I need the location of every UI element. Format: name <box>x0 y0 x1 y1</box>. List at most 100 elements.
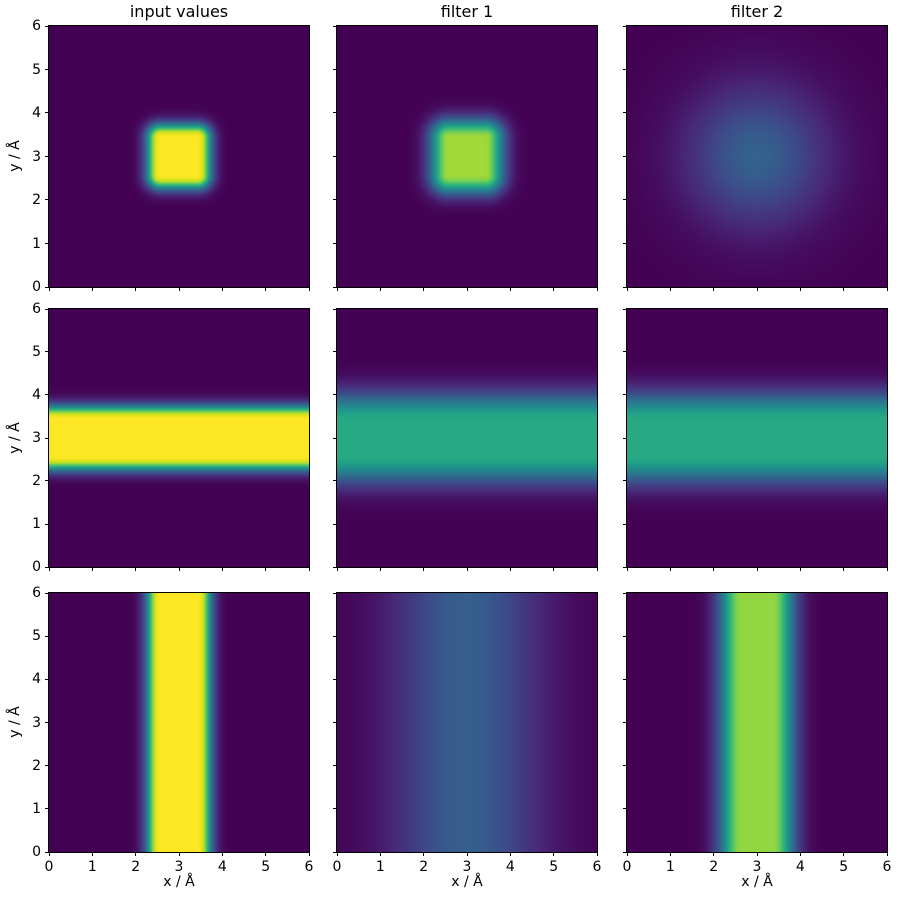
x-tick-mark <box>265 852 267 856</box>
x-tick-label: 2 <box>131 859 141 875</box>
x-tick-mark <box>886 567 888 571</box>
y-tick-label: 0 <box>32 279 41 295</box>
y-tick-mark <box>623 765 627 767</box>
x-tick-mark <box>756 567 758 571</box>
x-tick-mark <box>886 287 888 291</box>
x-tick-mark <box>669 287 671 291</box>
y-tick-mark <box>333 808 337 810</box>
x-tick-mark <box>756 287 758 291</box>
x-tick-mark <box>221 287 223 291</box>
y-tick-label: 3 <box>32 430 41 446</box>
y-tick-mark <box>45 765 49 767</box>
x-tick-label: 3 <box>462 859 472 875</box>
x-tick-mark <box>379 567 381 571</box>
x-tick-mark <box>843 287 845 291</box>
y-tick-mark <box>333 199 337 201</box>
y-tick-mark <box>45 851 49 853</box>
x-axis-label: x / Å <box>451 874 483 890</box>
x-tick-mark <box>466 852 468 856</box>
x-tick-mark <box>626 287 628 291</box>
x-tick-mark <box>308 287 310 291</box>
heatmap-canvas <box>627 26 887 287</box>
y-tick-mark <box>623 243 627 244</box>
y-axis-label: y / Å <box>7 422 23 454</box>
y-tick-mark <box>333 480 337 482</box>
y-tick-mark <box>45 808 49 810</box>
x-tick-mark <box>626 852 628 856</box>
x-tick-mark <box>553 852 555 856</box>
y-tick-mark <box>623 851 627 853</box>
y-tick-mark <box>333 243 337 244</box>
y-tick-label: 1 <box>32 516 41 532</box>
x-tick-mark <box>886 852 888 856</box>
y-tick-mark <box>333 765 337 767</box>
x-tick-mark <box>265 567 267 571</box>
y-tick-mark <box>623 523 627 525</box>
x-tick-label: 4 <box>217 859 227 875</box>
x-tick-label: 5 <box>549 859 559 875</box>
y-axis-label: y / Å <box>7 140 23 172</box>
column-title-filter-1: filter 1 <box>440 2 494 21</box>
x-tick-mark <box>626 567 628 571</box>
x-tick-mark <box>379 287 381 291</box>
y-tick-mark <box>623 566 627 568</box>
x-tick-label: 3 <box>174 859 184 875</box>
x-tick-mark <box>91 567 93 571</box>
x-tick-mark <box>178 567 180 571</box>
y-tick-mark <box>333 523 337 525</box>
y-tick-label: 6 <box>32 18 41 34</box>
x-tick-mark <box>336 287 338 291</box>
y-axis-label: y / Å <box>7 706 23 738</box>
x-tick-label: 6 <box>592 859 602 875</box>
x-tick-mark <box>178 287 180 291</box>
y-tick-mark <box>45 592 49 594</box>
column-title-input-values: input values <box>129 2 229 21</box>
y-tick-mark <box>45 68 49 70</box>
y-tick-mark <box>45 112 49 114</box>
x-tick-label: 2 <box>419 859 429 875</box>
x-tick-mark <box>91 852 93 856</box>
x-tick-mark <box>135 852 137 856</box>
x-tick-mark <box>843 567 845 571</box>
x-tick-label: 0 <box>622 859 632 875</box>
x-axis-label: x / Å <box>741 874 773 890</box>
y-tick-mark <box>333 112 337 114</box>
x-tick-label: 5 <box>839 859 849 875</box>
y-tick-label: 1 <box>32 235 41 252</box>
y-tick-label: 4 <box>32 671 41 688</box>
x-tick-mark <box>509 852 511 856</box>
x-tick-label: 6 <box>882 859 892 875</box>
y-tick-mark <box>333 851 337 853</box>
x-tick-mark <box>596 852 598 856</box>
y-tick-mark <box>333 678 337 680</box>
y-tick-mark <box>333 635 337 637</box>
y-tick-mark <box>623 480 627 482</box>
y-tick-label: 4 <box>32 105 41 121</box>
y-tick-mark <box>623 351 627 353</box>
y-tick-label: 3 <box>32 148 41 165</box>
y-tick-label: 6 <box>32 585 41 601</box>
x-tick-mark <box>669 567 671 571</box>
x-tick-mark <box>336 852 338 856</box>
x-tick-mark <box>336 567 338 571</box>
y-tick-mark <box>333 351 337 353</box>
x-tick-mark <box>713 852 715 856</box>
y-tick-mark <box>623 592 627 594</box>
heatmap-canvas <box>49 26 309 287</box>
y-tick-label: 2 <box>32 757 41 774</box>
y-tick-mark <box>45 156 49 157</box>
y-tick-label: 5 <box>32 344 41 360</box>
y-tick-mark <box>333 722 337 723</box>
y-tick-mark <box>623 308 627 310</box>
x-tick-mark <box>135 567 137 571</box>
x-tick-mark <box>48 852 50 856</box>
y-tick-mark <box>333 308 337 310</box>
y-tick-mark <box>623 808 627 810</box>
heatmap-panel-r2c0: 0 1 2 3 4 5 6 0 1 2 3 4 5 6 <box>32 585 313 875</box>
y-tick-mark <box>333 566 337 568</box>
y-tick-mark <box>333 592 337 594</box>
x-tick-label: 4 <box>795 859 805 875</box>
y-tick-mark <box>623 112 627 114</box>
y-tick-mark <box>623 25 627 27</box>
x-tick-mark <box>178 852 180 856</box>
